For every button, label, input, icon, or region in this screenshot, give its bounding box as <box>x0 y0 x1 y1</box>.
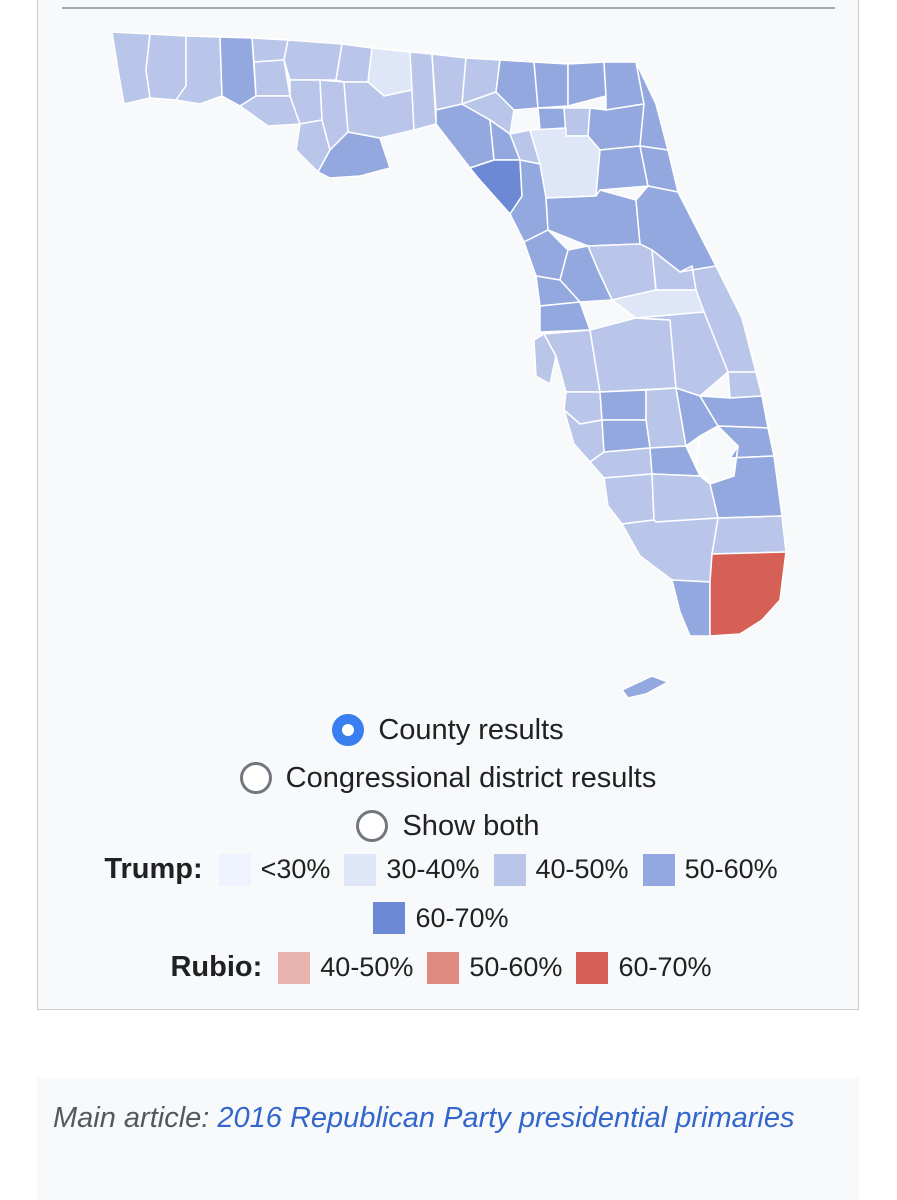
county-jackson <box>283 39 343 81</box>
main-article-link[interactable]: 2016 Republican Party presidential prima… <box>217 1102 795 1134</box>
county-walton <box>219 36 257 107</box>
legend-trump-label: Trump: <box>104 853 203 885</box>
legend-swatch <box>642 853 675 886</box>
radio-county-results[interactable]: County results <box>37 706 859 754</box>
county-marion <box>545 189 641 247</box>
radio-unselected-icon[interactable] <box>239 762 272 794</box>
county-hardee <box>599 389 647 421</box>
legend-range: 60-70% <box>618 952 712 982</box>
legend-swatch <box>427 951 460 984</box>
legend-swatch <box>576 951 609 984</box>
county-holmes <box>251 37 289 63</box>
county-putnam <box>595 145 649 197</box>
legend-rubio-row: Rubio: 40-50% 50-60% 60-70% <box>37 951 859 984</box>
county-miami-dade <box>709 551 787 637</box>
legend-trump-row: Trump: <30% 30-40% 40-50% 50-60% <box>37 853 859 886</box>
county-madison <box>431 53 467 111</box>
legend-range: 40-50% <box>320 952 414 982</box>
county-suwannee <box>461 91 515 135</box>
radio-show-both[interactable]: Show both <box>37 802 859 850</box>
radio-selected-icon[interactable] <box>332 714 365 746</box>
legend-range: <30% <box>260 854 331 884</box>
county-lee <box>603 473 655 525</box>
map-controls: County results Congressional district re… <box>37 706 859 850</box>
hatnote-prefix: Main article: <box>53 1102 218 1134</box>
radio-unselected-icon[interactable] <box>356 810 389 842</box>
radio-label: Show both <box>402 809 540 842</box>
county-polk <box>589 317 677 393</box>
legend-swatch <box>218 853 251 886</box>
county-gadsden <box>335 43 373 83</box>
radio-label: Congressional district results <box>285 761 657 794</box>
top-divider <box>62 7 835 9</box>
county-santa-rosa <box>145 33 187 101</box>
county-washington <box>253 59 291 97</box>
county-pasco <box>539 301 591 333</box>
legend-rubio-label: Rubio: <box>170 951 263 983</box>
legend-range: 30-40% <box>386 854 480 884</box>
legend-trump-row-2: 60-70% <box>37 902 859 934</box>
county-glades <box>649 445 701 477</box>
florida-county-map <box>40 20 856 710</box>
hatnote: Main article: 2016 Republican Party pres… <box>37 1078 859 1200</box>
county-clay <box>587 103 645 151</box>
legend-swatch <box>373 902 406 934</box>
county-desoto <box>601 419 651 453</box>
county-wakulla <box>343 81 415 139</box>
county-escambia <box>111 31 151 105</box>
legend-swatch <box>493 853 526 886</box>
county-baker <box>533 61 569 109</box>
map-svg <box>111 31 787 699</box>
legend-range: 50-60% <box>469 952 563 982</box>
county-nassau <box>567 61 607 107</box>
legend-swatch <box>278 951 311 984</box>
county-bradford <box>563 107 591 137</box>
radio-congressional-district-results[interactable]: Congressional district results <box>37 754 859 802</box>
county-jefferson <box>409 51 437 131</box>
county-bay <box>239 95 301 127</box>
county-columbia <box>495 59 539 111</box>
county-st-lucie <box>699 395 769 429</box>
county-monroe <box>671 579 711 637</box>
legend-range: 50-60% <box>684 854 778 884</box>
legend-range: 60-70% <box>415 902 509 933</box>
legend-swatch <box>344 853 377 886</box>
county-collier <box>621 517 719 583</box>
legend-range: 40-50% <box>535 854 629 884</box>
county-keys <box>621 675 669 699</box>
county-broward <box>711 515 787 555</box>
radio-label: County results <box>378 713 564 746</box>
county-union <box>537 107 567 131</box>
county-dixie <box>469 159 523 215</box>
county-indian-river <box>727 371 763 399</box>
